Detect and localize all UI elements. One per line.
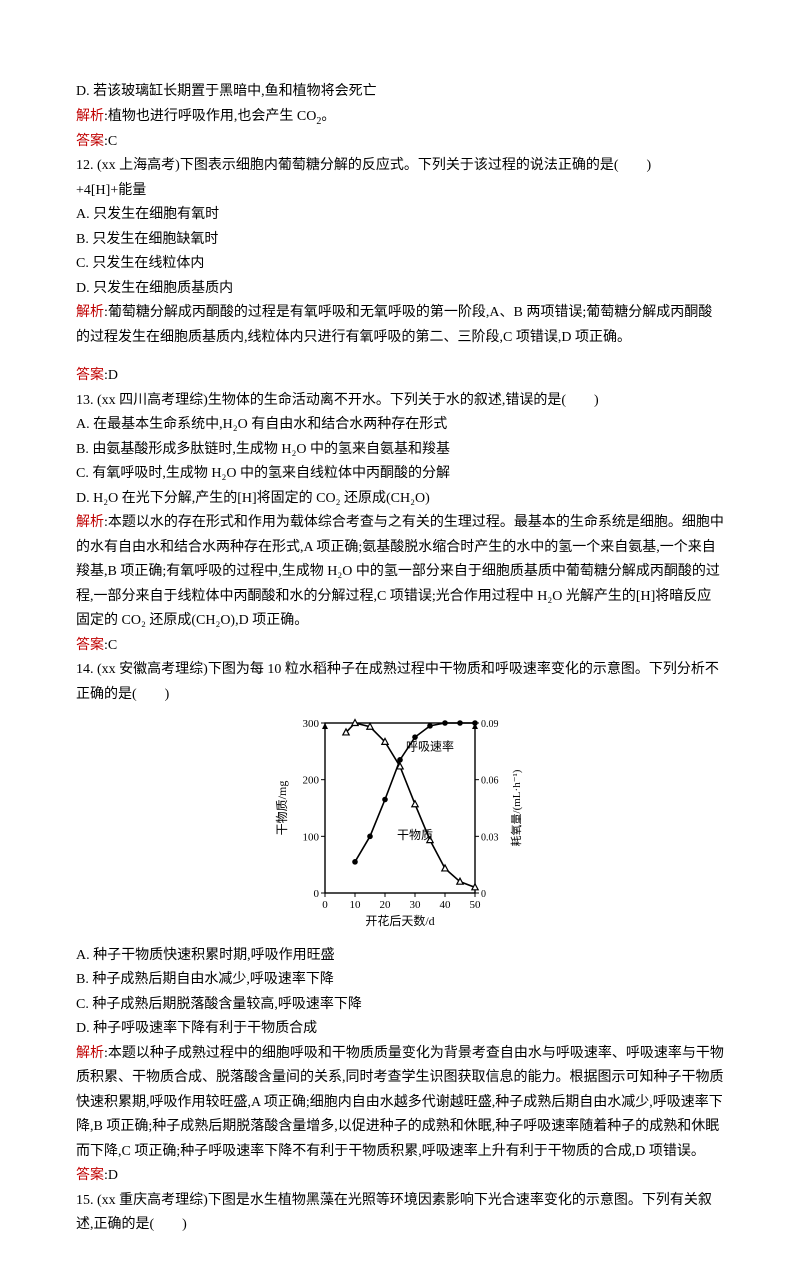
q14-optC: C. 种子成熟后期脱落酸含量较高,呼吸速率下降 xyxy=(76,993,724,1018)
svg-text:200: 200 xyxy=(303,775,320,787)
q13-optB: B. 由氨基酸形成多肽链时,生成物 H₂O 中的氢来自氨基和羧基 xyxy=(76,438,724,463)
svg-text:0: 0 xyxy=(314,888,320,900)
svg-text:0: 0 xyxy=(481,889,486,900)
jiexi-text: :本题以水的存在形式和作用为载体综合考查与之有关的生理过程。最基本的生命系统是细… xyxy=(76,515,724,628)
svg-text:干物质/mg: 干物质/mg xyxy=(275,781,289,836)
q13-optD: D. H₂O 在光下分解,产生的[H]将固定的 CO₂ 还原成(CH₂O) xyxy=(76,487,724,512)
q12-optD: D. 只发生在细胞质基质内 xyxy=(76,277,724,302)
spacer xyxy=(76,350,724,364)
jiexi-end: 。 xyxy=(321,109,335,124)
jiexi-label: 解析 xyxy=(76,515,104,530)
q11-ans: 答案:C xyxy=(76,130,724,155)
svg-text:0.06: 0.06 xyxy=(481,776,499,787)
chart-container: 01020304050010020030000.030.060.09呼吸速率干物… xyxy=(76,713,724,938)
svg-text:20: 20 xyxy=(380,899,392,911)
q14-jiexi: 解析:本题以种子成熟过程中的细胞呼吸和干物质质量变化为背景考查自由水与呼吸速率、… xyxy=(76,1042,724,1165)
q13-jiexi: 解析:本题以水的存在形式和作用为载体综合考查与之有关的生理过程。最基本的生命系统… xyxy=(76,511,724,634)
svg-text:40: 40 xyxy=(440,899,452,911)
jiexi-text: :本题以种子成熟过程中的细胞呼吸和干物质质量变化为背景考查自由水与呼吸速率、呼吸… xyxy=(76,1046,724,1159)
ans-text: :C xyxy=(104,638,117,653)
ans-text: :C xyxy=(104,134,117,149)
dry-mass-resp-chart: 01020304050010020030000.030.060.09呼吸速率干物… xyxy=(270,713,530,928)
q13-optA: A. 在最基本生命系统中,H₂O 有自由水和结合水两种存在形式 xyxy=(76,413,724,438)
svg-text:50: 50 xyxy=(470,899,482,911)
q12-optB: B. 只发生在细胞缺氧时 xyxy=(76,228,724,253)
q12-stem2: +4[H]+能量 xyxy=(76,179,724,204)
jiexi-label: 解析 xyxy=(76,305,104,320)
q14-ans: 答案:D xyxy=(76,1164,724,1189)
q13-ans: 答案:C xyxy=(76,634,724,659)
q15-stem: 15. (xx 重庆高考理综)下图是水生植物黑藻在光照等环境因素影响下光合速率变… xyxy=(76,1189,724,1238)
q11-jiexi: 解析:植物也进行呼吸作用,也会产生 CO2。 xyxy=(76,105,724,130)
svg-text:10: 10 xyxy=(350,899,362,911)
q12-ans: 答案:D xyxy=(76,364,724,389)
q13-stem: 13. (xx 四川高考理综)生物体的生命活动离不开水。下列关于水的叙述,错误的… xyxy=(76,389,724,414)
q12-optA: A. 只发生在细胞有氧时 xyxy=(76,203,724,228)
q11-optD: D. 若该玻璃缸长期置于黑暗中,鱼和植物将会死亡 xyxy=(76,80,724,105)
svg-text:100: 100 xyxy=(303,832,320,844)
jiexi-text: :葡萄糖分解成丙酮酸的过程是有氧呼吸和无氧呼吸的第一阶段,A、B 两项错误;葡萄… xyxy=(76,305,712,345)
jiexi-label: 解析 xyxy=(76,109,104,124)
svg-text:干物质: 干物质 xyxy=(397,828,433,842)
svg-text:0.09: 0.09 xyxy=(481,719,499,730)
ans-label: 答案 xyxy=(76,134,104,149)
jiexi-text: :植物也进行呼吸作用,也会产生 CO xyxy=(104,109,316,124)
q14-optD: D. 种子呼吸速率下降有利于干物质合成 xyxy=(76,1017,724,1042)
ans-text: :D xyxy=(104,1168,118,1183)
ans-label: 答案 xyxy=(76,1168,104,1183)
ans-label: 答案 xyxy=(76,368,104,383)
q14-stem: 14. (xx 安徽高考理综)下图为每 10 粒水稻种子在成熟过程中干物质和呼吸… xyxy=(76,658,724,707)
svg-text:耗氧量/(mL·h⁻¹): 耗氧量/(mL·h⁻¹) xyxy=(509,770,523,847)
q13-optC: C. 有氧呼吸时,生成物 H₂O 中的氢来自线粒体中丙酮酸的分解 xyxy=(76,462,724,487)
svg-text:开花后天数/d: 开花后天数/d xyxy=(365,913,434,928)
q14-optA: A. 种子干物质快速积累时期,呼吸作用旺盛 xyxy=(76,944,724,969)
svg-text:呼吸速率: 呼吸速率 xyxy=(406,739,454,754)
q12-jiexi: 解析:葡萄糖分解成丙酮酸的过程是有氧呼吸和无氧呼吸的第一阶段,A、B 两项错误;… xyxy=(76,301,724,350)
q12-stem1: 12. (xx 上海高考)下图表示细胞内葡萄糖分解的反应式。下列关于该过程的说法… xyxy=(76,154,724,179)
ans-label: 答案 xyxy=(76,638,104,653)
svg-text:30: 30 xyxy=(410,899,422,911)
ans-text: :D xyxy=(104,368,118,383)
q12-optC: C. 只发生在线粒体内 xyxy=(76,252,724,277)
svg-text:0.03: 0.03 xyxy=(481,833,499,844)
q14-optB: B. 种子成熟后期自由水减少,呼吸速率下降 xyxy=(76,968,724,993)
jiexi-label: 解析 xyxy=(76,1046,104,1061)
svg-text:300: 300 xyxy=(303,718,320,730)
svg-text:0: 0 xyxy=(322,899,328,911)
